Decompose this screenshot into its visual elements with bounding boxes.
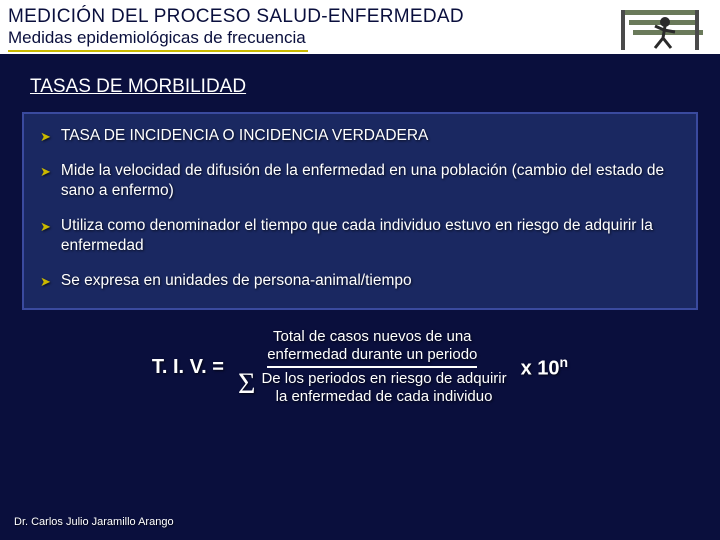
formula: T. I. V. = Total de casos nuevos de una … xyxy=(0,328,720,406)
denominator-text: De los periodos en riesgo de adquirir la… xyxy=(261,370,506,406)
bullet-item: ➤ Utiliza como denominador el tiempo que… xyxy=(40,216,680,255)
formula-multiplier: x 10n xyxy=(521,354,569,381)
formula-denominator: Σ De los periodos en riesgo de adquirir … xyxy=(238,368,507,406)
bullet-text: Se expresa en unidades de persona-animal… xyxy=(61,271,412,290)
denominator-line: De los periodos en riesgo de adquirir xyxy=(261,370,506,387)
formula-fraction: Total de casos nuevos de una enfermedad … xyxy=(238,328,507,406)
bullet-item: ➤ TASA DE INCIDENCIA O INCIDENCIA VERDAD… xyxy=(40,126,680,145)
main-title: MEDICIÓN DEL PROCESO SALUD-ENFERMEDAD xyxy=(8,6,720,28)
bullet-arrow-icon: ➤ xyxy=(40,274,51,290)
formula-label: T. I. V. = xyxy=(152,356,224,379)
content-box: ➤ TASA DE INCIDENCIA O INCIDENCIA VERDAD… xyxy=(22,112,698,310)
title-underline xyxy=(8,50,308,52)
bullet-text: Mide la velocidad de difusión de la enfe… xyxy=(61,161,680,200)
denominator-line: la enfermedad de cada individuo xyxy=(276,388,493,405)
multiplier-exponent: n xyxy=(560,354,569,370)
hurdle-runner-icon xyxy=(615,2,705,62)
section-title: TASAS DE MORBILIDAD xyxy=(30,76,720,98)
bullet-arrow-icon: ➤ xyxy=(40,219,51,235)
bullet-text: Utiliza como denominador el tiempo que c… xyxy=(61,216,680,255)
bullet-arrow-icon: ➤ xyxy=(40,129,51,145)
numerator-line: Total de casos nuevos de una xyxy=(273,328,471,345)
multiplier-base: x 10 xyxy=(521,358,560,380)
slide-header: MEDICIÓN DEL PROCESO SALUD-ENFERMEDAD Me… xyxy=(0,0,720,54)
bullet-item: ➤ Mide la velocidad de difusión de la en… xyxy=(40,161,680,200)
sigma-icon: Σ xyxy=(238,370,255,397)
author-footer: Dr. Carlos Julio Jaramillo Arango xyxy=(14,516,174,528)
numerator-line: enfermedad durante un periodo xyxy=(267,346,477,363)
formula-numerator: Total de casos nuevos de una enfermedad … xyxy=(267,328,477,368)
subtitle: Medidas epidemiológicas de frecuencia xyxy=(8,28,720,48)
bullet-item: ➤ Se expresa en unidades de persona-anim… xyxy=(40,271,680,290)
bullet-text: TASA DE INCIDENCIA O INCIDENCIA VERDADER… xyxy=(61,126,428,145)
bullet-arrow-icon: ➤ xyxy=(40,164,51,180)
